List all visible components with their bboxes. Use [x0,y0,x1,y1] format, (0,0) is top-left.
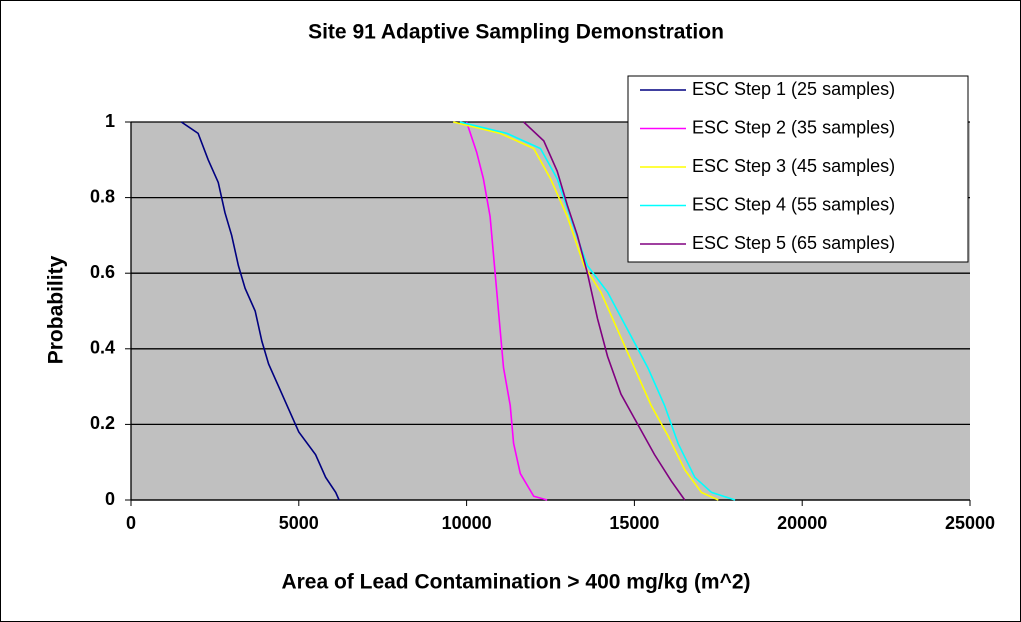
series-line [465,121,548,501]
y-tick-label: 0.6 [90,262,115,282]
legend-box [627,75,969,263]
x-tick-label: 25000 [945,513,995,533]
y-tick-label: 0.8 [90,186,115,206]
y-tick-label: 1 [105,111,115,131]
chart-title: Site 91 Adaptive Sampling Demonstration [308,21,724,44]
series-line [180,121,340,501]
y-tick-label: 0 [105,489,115,509]
x-tick-label: 0 [126,513,136,533]
x-tick-label: 5000 [279,513,319,533]
x-tick-label: 10000 [442,513,492,533]
legend-label: ESC Step 3 (45 samples) [692,156,895,176]
legend-label: ESC Step 1 (25 samples) [692,79,895,99]
x-axis-label: Area of Lead Contamination > 400 mg/kg (… [281,571,750,594]
x-tick-label: 15000 [609,513,659,533]
legend-label: ESC Step 2 (35 samples) [692,117,895,137]
legend-label: ESC Step 4 (55 samples) [692,194,895,214]
y-axis-label: Probability [45,255,68,364]
legend-label: ESC Step 5 (65 samples) [692,233,895,253]
x-tick-label: 20000 [777,513,827,533]
legend: ESC Step 1 (25 samples) ESC Step 2 (35 sa… [627,75,969,263]
series-line [459,121,736,501]
series-line [452,121,719,501]
y-tick-label: 0.4 [90,338,115,358]
series-line [523,121,686,501]
y-tick-label: 0.2 [90,413,115,433]
